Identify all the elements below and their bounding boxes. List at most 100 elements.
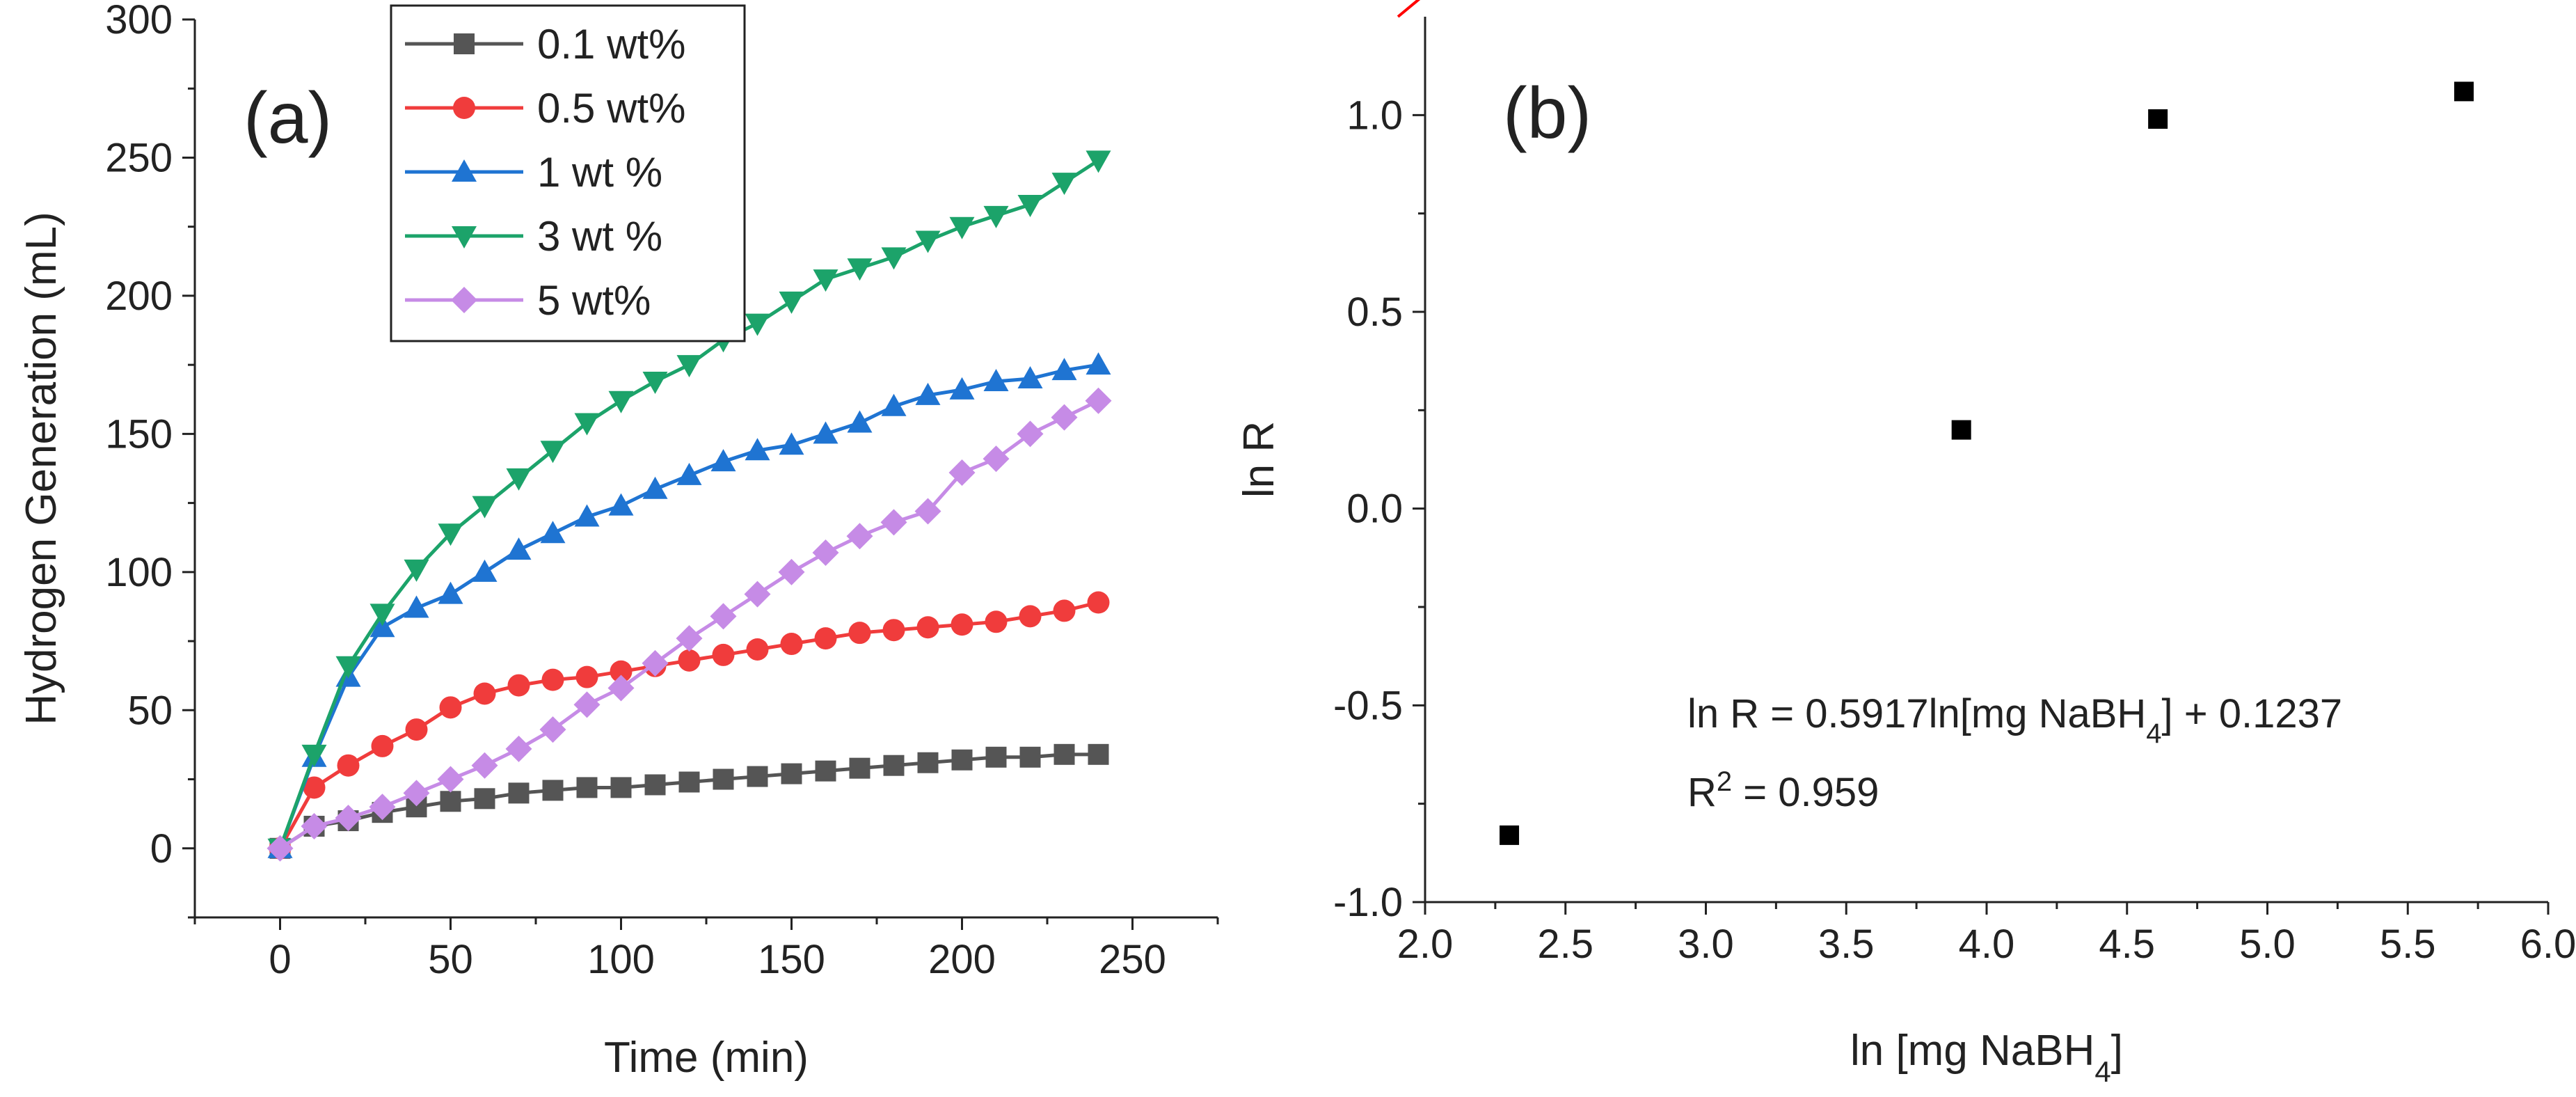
panel-a-data-point [610, 660, 633, 683]
panel-a-data-point [710, 603, 737, 630]
panel-b-data-point [1500, 825, 1520, 845]
panel-a-data-point [1087, 591, 1110, 614]
panel-a-data-point [1051, 173, 1077, 196]
panel-a-data-point [881, 247, 907, 270]
panel-b-chart: -1.0 -0.5 0.0 0.5 1.0 2.0 2.5 3.0 3.5 4.0 4.5 5.0 5.… [1235, 0, 2576, 1088]
panel-a-data-point [1054, 743, 1075, 765]
panel-a-data-point [949, 377, 975, 400]
panel-a-data-point [815, 760, 836, 782]
panel-b-x-axis-label: ln [mg NaBH4] [1850, 1027, 2123, 1088]
panel-a-data-point [474, 788, 495, 810]
panel-b-label: (b) [1503, 73, 1591, 154]
panel-b-r-squared-prefix: R [1687, 770, 1717, 815]
panel-a-y-tick-label: 100 [105, 550, 173, 595]
panel-a-data-point [676, 625, 703, 652]
panel-a-data-point [915, 382, 941, 405]
panel-a-data-point [812, 539, 839, 567]
panel-a-legend-label: 0.1 wt% [537, 21, 685, 68]
panel-a-data-point [848, 622, 871, 645]
panel-a-data-point [814, 627, 837, 650]
panel-a-data-point [678, 771, 700, 793]
panel-a-data-point [607, 674, 635, 702]
panel-a-data-point [948, 459, 976, 486]
panel-b-fit-equation-sub: 4 [2146, 718, 2161, 749]
panel-a-data-point [983, 445, 1010, 473]
panel-a-data-point [541, 668, 564, 691]
panel-a-data-point [369, 603, 395, 626]
panel-b-y-tick-label: -0.5 [1333, 683, 1403, 728]
panel-a-data-point [438, 581, 463, 604]
panel-a-data-point [1019, 746, 1041, 768]
panel-b-x-tick-label: 2.5 [1537, 922, 1593, 967]
panel-a-legend-marker [453, 97, 475, 119]
panel-b-fit-equation-end: ] + 0.1237 [2162, 691, 2343, 736]
panel-a-data-point [542, 780, 564, 801]
panel-a-data-point [746, 638, 769, 661]
panel-b-y-axis-label: ln R [1235, 421, 1283, 498]
panel-a-axes: 0 50 100 150 200 250 300 0 50 100 150 200 250 [105, 0, 1219, 982]
panel-b-axes: -1.0 -0.5 0.0 0.5 1.0 2.0 2.5 3.0 3.5 4.0 4.5 5.0 5.… [1333, 17, 2576, 967]
panel-a-data-point [267, 835, 294, 862]
panel-a-data-point [781, 763, 802, 784]
panel-a-data-point [914, 498, 941, 525]
panel-a-data-point [642, 476, 668, 499]
panel-a-data-point [847, 258, 873, 281]
panel-a-data-point [847, 410, 873, 433]
panel-a-data-point [985, 610, 1008, 633]
panel-a-data-point [540, 521, 566, 544]
panel-a-data-point [1019, 605, 1042, 628]
panel-b-x-tick-label: 4.0 [1959, 922, 2015, 967]
panel-b-x-axis-label-end: ] [2111, 1027, 2123, 1075]
panel-a-legend-label: 1 wt % [537, 149, 662, 196]
panel-a-data-point [404, 559, 429, 582]
panel-a-data-point [303, 776, 326, 799]
panel-a-data-point [644, 774, 666, 796]
panel-a-legend-label: 0.5 wt% [537, 85, 685, 132]
panel-b-x-tick-label: 5.5 [2380, 922, 2436, 967]
panel-a-data-point [676, 462, 702, 485]
panel-a-data-point [780, 633, 803, 656]
panel-a-x-tick-label: 250 [1099, 937, 1166, 982]
panel-a-data-point [744, 581, 771, 608]
panel-b-x-tick-label: 5.0 [2239, 922, 2296, 967]
panel-a-data-point [471, 752, 498, 779]
panel-a-data-point [369, 794, 396, 821]
panel-a-data-point [1051, 404, 1078, 431]
panel-a-data-point [437, 766, 464, 793]
panel-a-data-point [573, 691, 601, 718]
panel-b-x-tick-label: 2.0 [1397, 922, 1454, 967]
panel-b-x-axis-label-sub: 4 [2094, 1055, 2110, 1088]
panel-a-data-point [915, 230, 941, 253]
panel-a-data-point [574, 504, 600, 527]
panel-b-x-tick-label: 6.0 [2520, 922, 2576, 967]
panel-a-data-point [405, 718, 428, 741]
panel-a-data-point [574, 413, 600, 436]
panel-a-data-point [1088, 743, 1109, 765]
panel-a-data-point [608, 390, 634, 413]
panel-a-data-point [403, 780, 430, 807]
panel-a-data-point [983, 368, 1009, 391]
panel-a-data-point [505, 735, 532, 762]
panel-a-data-point [371, 734, 394, 757]
panel-a-data-point [439, 696, 462, 719]
panel-a-data-point [883, 755, 905, 776]
panel-a-legend-marker [454, 33, 475, 54]
panel-a-x-tick-label: 200 [928, 937, 996, 982]
panel-a-data-point [881, 393, 907, 416]
panel-a-data-point [335, 805, 362, 832]
panel-a-y-tick-label: 50 [127, 688, 173, 733]
panel-a-data-point [335, 656, 361, 679]
panel-a-data-point [778, 558, 805, 585]
panel-a-label: (a) [244, 78, 332, 159]
panel-b-r-squared-sup: 2 [1717, 766, 1732, 797]
panel-a-data-point [713, 768, 734, 790]
panel-a-data-point [813, 269, 838, 292]
panel-a-data-point [676, 355, 702, 378]
panel-a-data-point [438, 523, 463, 546]
panel-a-data-point [575, 665, 598, 688]
panel-a-legend-label: 5 wt% [537, 277, 651, 324]
panel-a-data-point [917, 752, 939, 773]
panel-b-x-axis-label-main: ln [mg NaBH [1850, 1027, 2094, 1075]
panel-b-x-tick-label: 3.0 [1678, 922, 1734, 967]
